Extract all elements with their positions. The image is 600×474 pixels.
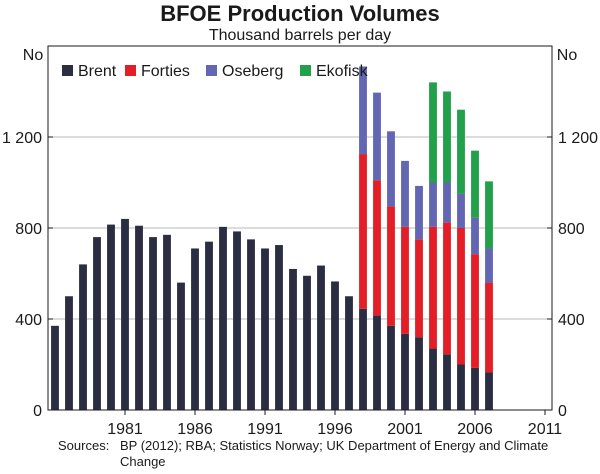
bar-oseberg-2001 — [401, 160, 409, 227]
gridlines — [48, 136, 552, 320]
bar-brent-1990 — [247, 239, 255, 410]
bar-brent-1998 — [359, 308, 367, 410]
bar-oseberg-2006 — [471, 217, 479, 255]
bar-brent-1991 — [261, 248, 269, 410]
bar-ekofisk-2004 — [443, 91, 451, 183]
legend-label-oseberg: Oseberg — [222, 63, 283, 80]
bar-brent-1977 — [65, 296, 73, 410]
bar-oseberg-1998 — [359, 66, 367, 155]
bar-brent-1992 — [275, 245, 283, 410]
bar-forties-1999 — [373, 180, 381, 316]
y-tick-right-800: 800 — [558, 221, 585, 238]
legend-swatch-forties — [125, 65, 136, 76]
bar-forties-2005 — [457, 228, 465, 365]
y-tick-left-0: 0 — [33, 403, 42, 420]
y-tick-right-400: 400 — [558, 312, 585, 329]
legend-label-brent: Brent — [78, 63, 117, 80]
x-axis-ticks: 1981 1986 1991 1996 2001 2006 2011 — [107, 410, 562, 438]
bar-brent-2000 — [387, 325, 395, 410]
bar-brent-1976 — [51, 325, 59, 410]
bar-brent-1985 — [177, 282, 185, 410]
bar-brent-2002 — [415, 337, 423, 410]
bar-oseberg-2005 — [457, 193, 465, 228]
legend-swatch-oseberg — [206, 65, 217, 76]
bar-brent-2004 — [443, 354, 451, 410]
bar-forties-2003 — [429, 226, 437, 349]
bar-brent-2001 — [401, 333, 409, 410]
right-axis-unit: No — [557, 47, 578, 64]
bar-forties-2006 — [471, 254, 479, 368]
source-text: BP (2012); RBA; Statistics Norway; UK De… — [120, 438, 549, 469]
bar-brent-1981 — [121, 218, 129, 410]
bar-ekofisk-2003 — [429, 82, 437, 183]
bar-brent-1997 — [345, 296, 353, 410]
bar-brent-1982 — [135, 225, 143, 410]
bar-brent-2003 — [429, 348, 437, 410]
bar-forties-2004 — [443, 222, 451, 355]
y-tick-right-0: 0 — [558, 403, 567, 420]
source-label: Sources: — [58, 438, 110, 453]
chart-title: BFOE Production Volumes — [160, 1, 440, 26]
x-tick-2006: 2006 — [457, 421, 493, 438]
bar-brent-1999 — [373, 315, 381, 410]
x-tick-2001: 2001 — [387, 421, 423, 438]
bar-brent-1984 — [163, 234, 171, 410]
left-axis-unit: No — [23, 47, 44, 64]
x-tick-1981: 1981 — [107, 421, 143, 438]
bar-oseberg-1999 — [373, 92, 381, 181]
bar-ekofisk-2006 — [471, 150, 479, 218]
chart-subtitle: Thousand barrels per day — [209, 27, 391, 44]
bar-brent-1979 — [93, 237, 101, 410]
bar-brent-1989 — [233, 231, 241, 410]
x-tick-1996: 1996 — [317, 421, 353, 438]
x-tick-1991: 1991 — [247, 421, 283, 438]
x-tick-2011: 2011 — [528, 421, 563, 438]
bar-forties-2000 — [387, 206, 395, 326]
y-tick-left-400: 400 — [15, 312, 42, 329]
legend: Brent Forties Oseberg Ekofisk — [62, 63, 369, 80]
legend-swatch-brent — [62, 65, 73, 76]
bar-brent-2007 — [485, 372, 493, 410]
bar-oseberg-2002 — [415, 185, 423, 240]
bar-brent-1986 — [191, 248, 199, 410]
legend-swatch-ekofisk — [300, 65, 311, 76]
bar-brent-1987 — [205, 241, 213, 410]
bar-oseberg-2004 — [443, 182, 451, 223]
bar-oseberg-2003 — [429, 182, 437, 227]
legend-label-ekofisk: Ekofisk — [316, 63, 369, 80]
bar-brent-1996 — [331, 281, 339, 410]
bar-brent-1978 — [79, 264, 87, 410]
bar-forties-2001 — [401, 226, 409, 334]
legend-label-forties: Forties — [141, 63, 190, 80]
y-tick-left-1200: 1 200 — [2, 130, 42, 147]
x-tick-1986: 1986 — [177, 421, 213, 438]
y-axis-ticks: 0 0 400 400 800 800 1 200 1 200 — [2, 130, 598, 420]
bar-forties-2007 — [485, 282, 493, 373]
bar-oseberg-2000 — [387, 131, 395, 207]
bar-brent-1980 — [107, 224, 115, 410]
source-note: Sources: BP (2012); RBA; Statistics Norw… — [58, 438, 578, 470]
y-tick-left-800: 800 — [15, 221, 42, 238]
bar-brent-1995 — [317, 265, 325, 410]
bar-forties-1998 — [359, 154, 367, 309]
bar-brent-1988 — [219, 226, 227, 410]
bar-brent-2005 — [457, 364, 465, 410]
bar-ekofisk-2007 — [485, 181, 493, 249]
bar-brent-2006 — [471, 367, 479, 410]
y-tick-right-1200: 1 200 — [558, 130, 598, 147]
bar-forties-2002 — [415, 239, 423, 338]
bar-brent-1994 — [303, 275, 311, 410]
bars — [51, 66, 493, 410]
bar-brent-1983 — [149, 237, 157, 410]
bar-ekofisk-2005 — [457, 109, 465, 194]
bar-oseberg-2007 — [485, 248, 493, 283]
bar-brent-1993 — [289, 268, 297, 410]
